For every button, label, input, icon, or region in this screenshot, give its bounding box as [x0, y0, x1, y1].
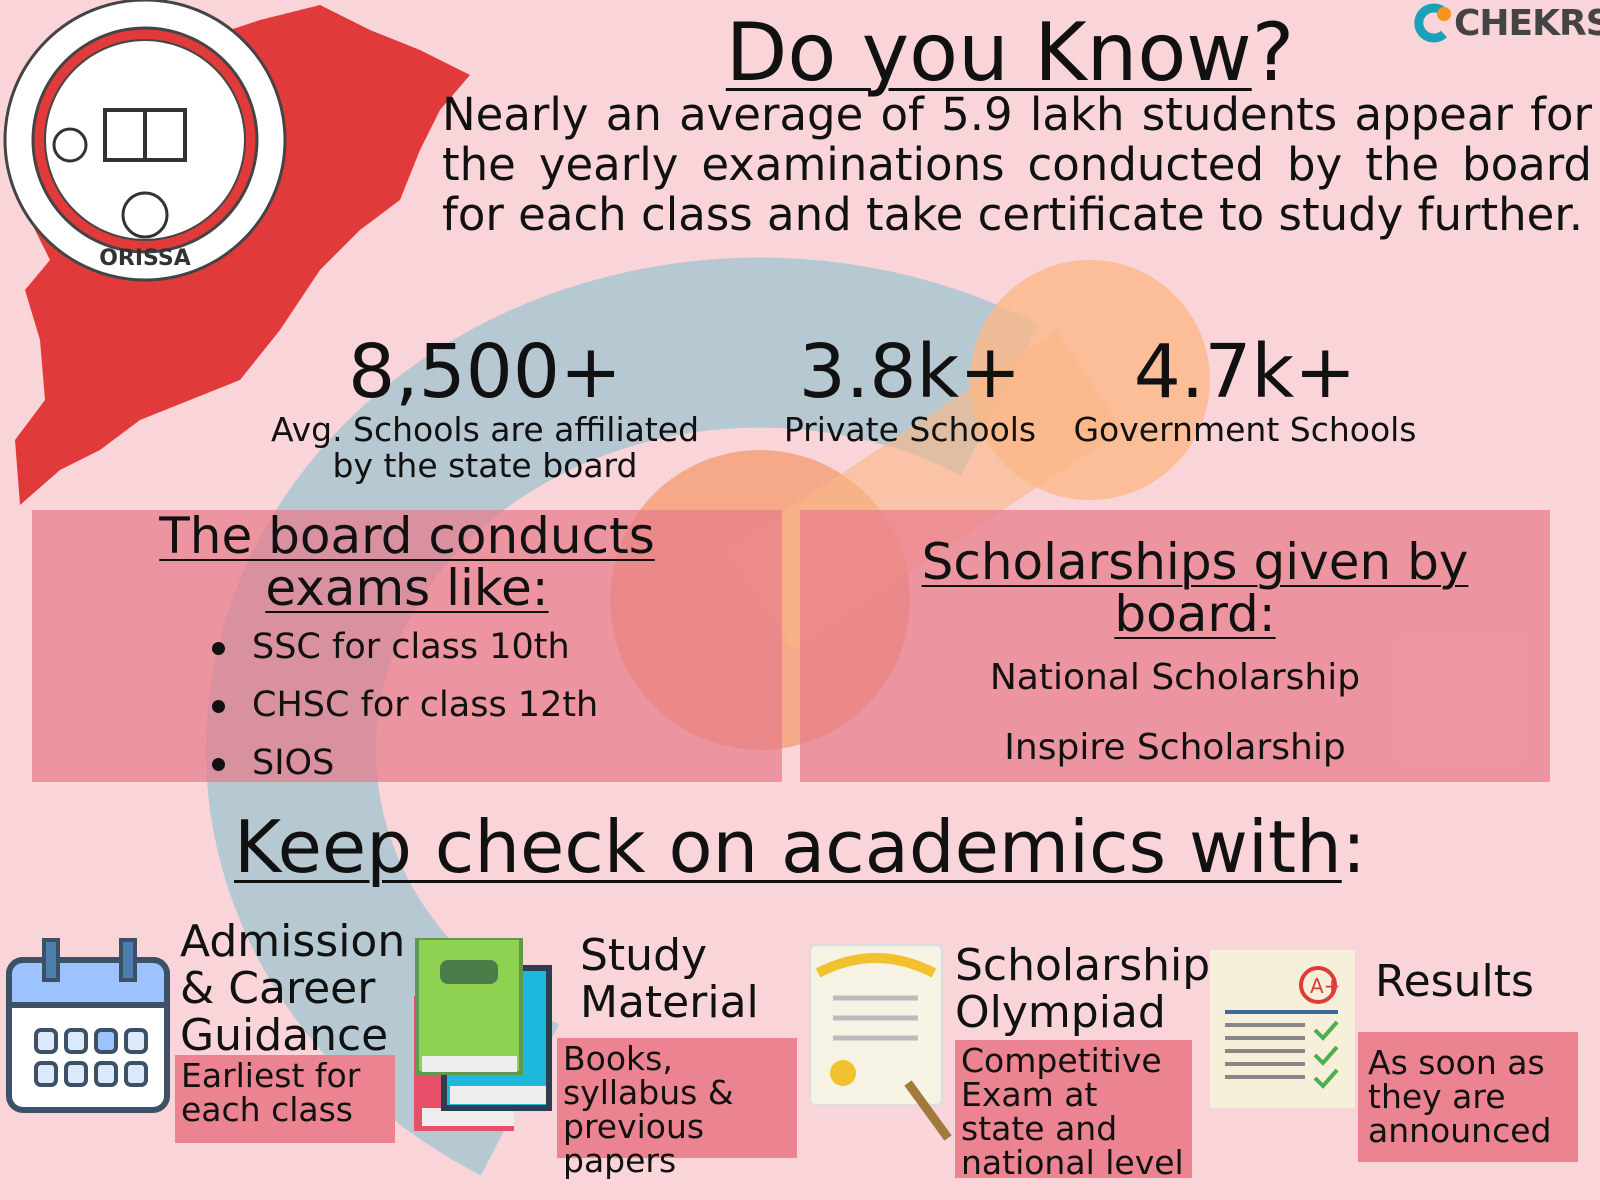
stat-schools: 8,500+ Avg. Schools are affiliated by the… [270, 329, 700, 485]
feature-note: Earliest for each class [175, 1055, 395, 1143]
feature-title: Scholarship Olympiad [955, 940, 1211, 1038]
results-icon: A+ [1210, 950, 1355, 1108]
feature-title: Admission & Career Guidance [180, 916, 406, 1061]
chekrs-logo[interactable]: CHEKRS [1412, 2, 1600, 44]
keep-check-heading: Keep check on academics with: [233, 805, 1367, 889]
intro-paragraph: Nearly an average of 5.9 lakh students a… [442, 88, 1592, 241]
exams-heading: The board conducts exams like: [159, 507, 655, 617]
scholarships-box: Scholarships given by board: National Sc… [800, 510, 1550, 782]
scholarship-item: Inspire Scholarship [1004, 727, 1346, 768]
exam-item: SIOS [212, 734, 782, 792]
feature-title: Results [1375, 956, 1534, 1007]
feature-title: Study Material [580, 930, 759, 1028]
brand-name: CHEKRS [1454, 2, 1600, 44]
scholarships-heading: Scholarships given by board: [921, 533, 1469, 643]
stat-private: 3.8k+ Private Schools [783, 329, 1037, 449]
feature-note: Competitive Exam at state and national l… [955, 1040, 1192, 1180]
feature-note: Books, syllabus & previous papers [557, 1038, 797, 1178]
svg-text:A+: A+ [1310, 974, 1340, 998]
board-seal: ORISSA [3, 0, 287, 282]
exams-box: The board conducts exams like: SSC for c… [32, 507, 782, 783]
books-icon [414, 938, 552, 1131]
stat-government: 4.7k+ Government Schools [1073, 329, 1417, 449]
feature-note: As soon as they are announced [1358, 1032, 1578, 1162]
scholarship-item: National Scholarship [989, 657, 1361, 698]
exam-item: CHSC for class 12th [212, 676, 782, 734]
calendar-icon [6, 938, 170, 1113]
svg-text:ORISSA: ORISSA [99, 246, 191, 271]
page-title: Do you Know? [725, 6, 1295, 99]
exam-item: SSC for class 10th [212, 618, 782, 676]
certificate-icon [809, 944, 952, 1141]
